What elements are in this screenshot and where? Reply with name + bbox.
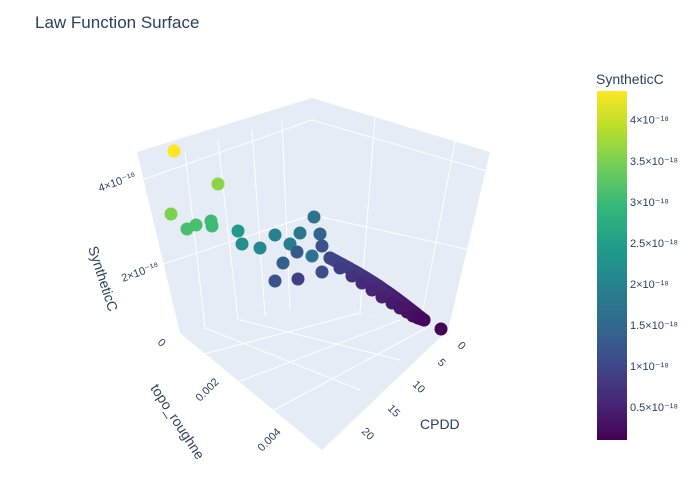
gridline (281, 120, 291, 311)
data-point[interactable] (345, 269, 359, 283)
data-point[interactable] (417, 313, 431, 327)
floor-pane (180, 305, 448, 450)
data-point[interactable] (313, 227, 327, 241)
x-tick-label: 5 (435, 357, 448, 370)
y-tick-label: 0 (155, 337, 168, 350)
z-axis-title: SyntheticC (85, 244, 121, 313)
colorbar-tick-label: 0.5×10⁻¹⁸ (630, 402, 678, 414)
data-point[interactable] (375, 290, 389, 304)
colorbar-title: SyntheticC (596, 71, 664, 87)
gridline (239, 319, 401, 361)
data-point[interactable] (211, 177, 225, 191)
gridline (204, 327, 361, 391)
data-point[interactable] (167, 144, 181, 158)
data-point[interactable] (290, 245, 304, 259)
data-point[interactable] (291, 272, 305, 286)
gridline (311, 214, 471, 251)
colorbar-tick-label: 1×10⁻¹⁸ (630, 361, 669, 373)
gridline (251, 129, 266, 317)
colorbar-tick-label: 1.5×10⁻¹⁸ (630, 320, 678, 332)
gridline (311, 119, 491, 173)
gridline (217, 140, 239, 321)
data-point[interactable] (293, 226, 307, 240)
data-point[interactable] (315, 239, 329, 253)
colorbar: SyntheticC 4×10⁻¹⁸ 3.5×10⁻¹⁸ 3×10⁻¹⁸ 2.5×10… (596, 71, 678, 440)
x-tick-label: 20 (359, 426, 376, 443)
colorbar-tick-label: 2.5×10⁻¹⁸ (630, 238, 678, 250)
y-tick-label: 0.002 (194, 376, 222, 404)
colorbar-gradient (597, 91, 627, 440)
data-point[interactable] (323, 251, 337, 265)
gridline (264, 325, 431, 416)
gridline (229, 319, 401, 386)
data-point[interactable] (307, 210, 321, 224)
colorbar-tick-label: 3×10⁻¹⁸ (630, 197, 669, 209)
data-points (164, 144, 448, 336)
data-point[interactable] (180, 222, 194, 236)
data-point[interactable] (434, 322, 448, 336)
colorbar-tick-label: 4×10⁻¹⁸ (630, 115, 669, 127)
data-point[interactable] (315, 265, 329, 279)
data-point[interactable] (268, 274, 282, 288)
gridline (419, 141, 456, 327)
gridline (141, 119, 313, 181)
data-point[interactable] (268, 228, 282, 242)
chart-title: Law Function Surface (35, 13, 200, 32)
data-point[interactable] (164, 207, 178, 221)
x-tick-label: 15 (385, 403, 402, 420)
data-point[interactable] (231, 224, 245, 238)
data-point[interactable] (365, 283, 379, 297)
x-tick-label: 10 (410, 379, 427, 396)
data-point[interactable] (204, 214, 218, 228)
y-tick-label: 0.004 (256, 426, 284, 454)
data-point[interactable] (333, 261, 347, 275)
gridline (184, 151, 206, 328)
colorbar-tick-label: 2×10⁻¹⁸ (630, 279, 669, 291)
x-tick-label: 0 (455, 340, 468, 353)
data-point[interactable] (253, 241, 267, 255)
gridline (199, 312, 361, 356)
z-tick-label: 2×10⁻¹⁸ (120, 260, 161, 285)
data-point[interactable] (355, 276, 369, 290)
z-tick-label: 4×10⁻¹⁸ (97, 170, 138, 195)
data-point[interactable] (276, 256, 290, 270)
data-point[interactable] (235, 237, 249, 251)
colorbar-tick-label: 3.5×10⁻¹⁸ (630, 156, 678, 168)
x-axis-title: CPDD (420, 416, 460, 432)
data-point[interactable] (305, 249, 319, 263)
scene-panes (137, 98, 490, 450)
back-left-pane (137, 98, 312, 333)
